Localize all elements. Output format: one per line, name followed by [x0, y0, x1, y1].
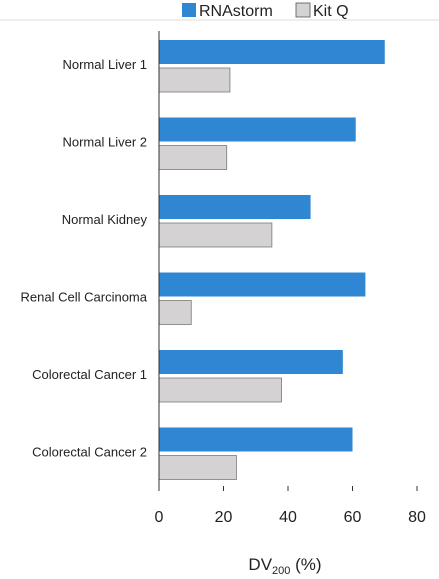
- bar-rnastorm-renal-cell-carcinoma: [159, 272, 366, 297]
- bar-kit-q-normal-liver-1: [158, 67, 231, 93]
- x-tick-label-0: 0: [155, 509, 164, 526]
- category-label-normal-liver-2: Normal Liver 2: [62, 135, 147, 150]
- bar-rnastorm-colorectal-cancer-1: [159, 350, 343, 374]
- x-tick-label-40: 40: [279, 509, 297, 526]
- bar-kit-q-normal-liver-2: [158, 145, 228, 170]
- bar-rnastorm-normal-kidney: [159, 195, 311, 219]
- bar-kit-q-colorectal-cancer-2: [158, 455, 237, 480]
- legend-label-rnastorm: RNAstorm: [199, 3, 273, 20]
- legend-swatch-kit-q: [295, 2, 311, 18]
- bar-kit-q-normal-kidney: [158, 222, 273, 248]
- category-label-colorectal-cancer-2: Colorectal Cancer 2: [32, 445, 147, 460]
- x-axis-title-sub: 200: [272, 565, 290, 577]
- x-tick-label-80: 80: [408, 509, 426, 526]
- legend: RNAstorm Kit Q: [182, 2, 349, 20]
- legend-swatch-rnastorm: [182, 3, 196, 17]
- legend-label-kit-q: Kit Q: [313, 3, 349, 20]
- bars: [158, 40, 385, 480]
- x-axis-ticks: 0 20 40 60 80: [155, 486, 426, 526]
- bar-rnastorm-normal-liver-2: [159, 117, 356, 142]
- bar-kit-q-colorectal-cancer-1: [158, 377, 282, 403]
- category-label-renal-cell-carcinoma: Renal Cell Carcinoma: [21, 290, 148, 305]
- x-axis-title-main: DV: [248, 555, 272, 574]
- x-tick-label-60: 60: [344, 509, 362, 526]
- category-label-normal-kidney: Normal Kidney: [62, 212, 148, 227]
- x-tick-label-20: 20: [215, 509, 233, 526]
- bar-rnastorm-colorectal-cancer-2: [159, 427, 353, 452]
- category-label-colorectal-cancer-1: Colorectal Cancer 1: [32, 367, 147, 382]
- bar-kit-q-renal-cell-carcinoma: [158, 300, 192, 325]
- x-axis-title: DV200 (%): [248, 555, 321, 577]
- bar-rnastorm-normal-liver-1: [159, 40, 385, 64]
- category-label-normal-liver-1: Normal Liver 1: [62, 57, 147, 72]
- x-axis-title-suffix: (%): [290, 555, 321, 574]
- category-labels: Normal Liver 1 Normal Liver 2 Normal Kidne…: [21, 57, 148, 460]
